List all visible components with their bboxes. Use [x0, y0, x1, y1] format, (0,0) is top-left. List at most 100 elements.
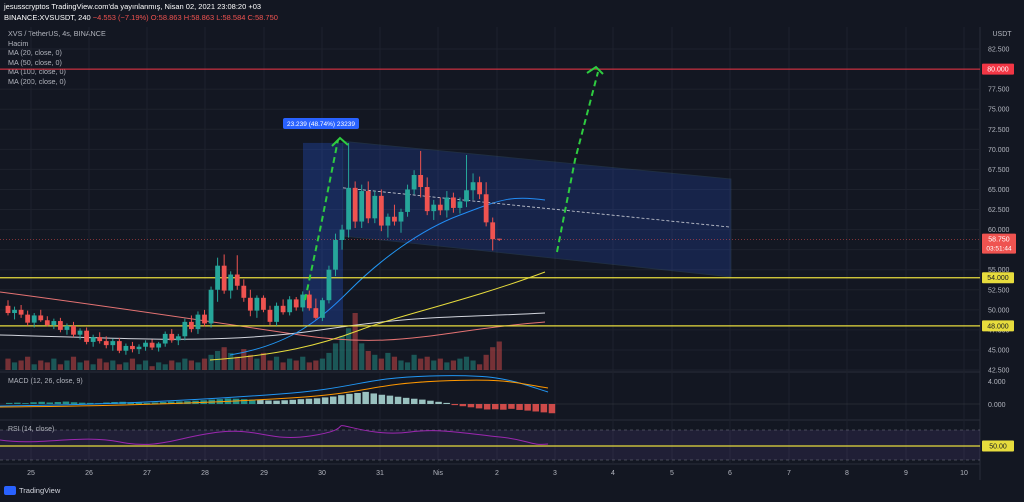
- bar-countdown: 03:51:44: [986, 246, 1012, 253]
- volume-bar: [97, 358, 103, 370]
- candle-body: [496, 238, 502, 240]
- volume-bar: [424, 356, 430, 370]
- rsi-band: [0, 430, 980, 460]
- macd-histogram-bar: [516, 404, 523, 410]
- candle-body: [241, 285, 247, 298]
- volume-bar: [273, 356, 280, 370]
- volume-bar: [110, 360, 116, 370]
- volume-bar: [319, 358, 325, 370]
- macd-histogram-bar: [500, 404, 507, 410]
- candle-body: [247, 297, 253, 311]
- volume-bar: [280, 362, 286, 370]
- ma-20-line: [229, 197, 546, 356]
- candle-body: [71, 325, 76, 335]
- candle-body: [38, 315, 44, 321]
- tradingview-logo-icon: [4, 486, 16, 495]
- macd-histogram-bar: [313, 398, 321, 404]
- volume-bar: [346, 328, 352, 370]
- candle-body: [359, 191, 365, 222]
- volume-bar: [391, 356, 398, 370]
- macd-histogram-bar: [548, 404, 556, 414]
- macd-label: MACD (12, 26, close, 9): [8, 378, 83, 385]
- macd-histogram-bar: [176, 401, 183, 404]
- macd-signal-line: [0, 379, 549, 408]
- date-tick-label: 2: [495, 470, 499, 477]
- candle-body: [352, 187, 358, 222]
- volume-bar: [372, 354, 378, 370]
- volume-bar: [103, 362, 109, 370]
- macd-histogram-bar: [483, 404, 491, 410]
- volume-bar: [201, 358, 208, 370]
- legend-ma20[interactable]: MA (20, close, 0): [8, 48, 62, 58]
- price-tick-label: 55.000: [988, 267, 1010, 274]
- volume-bar: [241, 349, 247, 370]
- volume-bar: [483, 354, 489, 370]
- volume-bar: [260, 352, 267, 370]
- rsi-marker: 50.00: [989, 444, 1007, 451]
- legend-title[interactable]: XVS / TetherUS, 4s, BINANCE: [8, 29, 106, 38]
- volume-bar: [38, 360, 44, 370]
- macd-histogram-bar: [78, 402, 86, 404]
- legend-ma200[interactable]: MA (200, close, 0): [8, 76, 66, 86]
- volume-bar: [175, 362, 181, 370]
- candle-body: [44, 320, 50, 326]
- candle-body: [58, 321, 63, 330]
- volume-bar: [326, 352, 332, 370]
- candle-body: [437, 204, 443, 211]
- price-tick-label: 75.000: [988, 107, 1010, 114]
- macd-histogram-bar: [168, 401, 175, 404]
- candle-body: [156, 343, 162, 348]
- candle-body: [470, 182, 476, 191]
- macd-histogram-bar: [135, 402, 143, 404]
- candle-body: [169, 333, 175, 341]
- date-tick-label: 25: [27, 470, 35, 477]
- volume-bar: [129, 358, 136, 370]
- macd-histogram-bar: [257, 400, 264, 404]
- volume-bar: [398, 360, 404, 370]
- volume-bar: [77, 362, 83, 370]
- candle-body: [320, 300, 325, 318]
- price-tick-label: 72.500: [988, 127, 1010, 134]
- macd-histogram-bar: [14, 402, 21, 404]
- volume-bar: [31, 364, 37, 370]
- volume-bar: [162, 364, 168, 370]
- candle-body: [274, 305, 279, 322]
- volume-bar: [490, 347, 496, 370]
- legend-ma100[interactable]: MA (100, close, 0): [8, 67, 66, 77]
- price-tick-label: 77.500: [988, 87, 1010, 94]
- price-tick-label: 50.000: [988, 307, 1010, 314]
- candle-body: [12, 309, 17, 314]
- macd-histogram-bar: [346, 393, 353, 404]
- date-tick-label: 8: [845, 470, 849, 477]
- candle-body: [267, 309, 273, 322]
- price-tick-label: 67.500: [988, 167, 1010, 174]
- candle-body: [280, 305, 286, 313]
- symbol-ohlc: BINANCE:XVSUSDT, 240 −4.553 (−7.19%) O:5…: [4, 13, 278, 22]
- volume-bar: [404, 362, 411, 370]
- rsi-line: [0, 425, 549, 445]
- legend-ma50[interactable]: MA (50, close, 0): [8, 57, 62, 67]
- publish-info: jesusscryptos TradingView.com'da yayınla…: [4, 2, 262, 11]
- volume-bar: [431, 360, 437, 370]
- rsi-marker-bg: [982, 440, 1014, 452]
- candle-body: [202, 314, 207, 324]
- macd-histogram-bar: [443, 402, 450, 404]
- candle-body: [215, 265, 220, 290]
- legend-volume[interactable]: Hacim: [8, 38, 29, 48]
- candle-body: [333, 240, 338, 270]
- volume-bar: [352, 313, 358, 370]
- date-tick-label: 4: [611, 470, 615, 477]
- macd-histogram-bar: [411, 398, 418, 404]
- candle-body: [378, 195, 384, 226]
- volume-bar: [437, 358, 443, 370]
- volume-bar: [359, 343, 365, 370]
- macd-histogram-bar: [540, 404, 548, 413]
- macd-histogram-bar: [46, 402, 53, 404]
- candle-body: [208, 289, 214, 324]
- candle-body: [444, 197, 450, 211]
- last-price-marker-bg: [982, 233, 1016, 254]
- candle-body: [228, 274, 234, 291]
- currency-label: USDT: [992, 31, 1012, 38]
- date-tick-label: 6: [728, 470, 732, 477]
